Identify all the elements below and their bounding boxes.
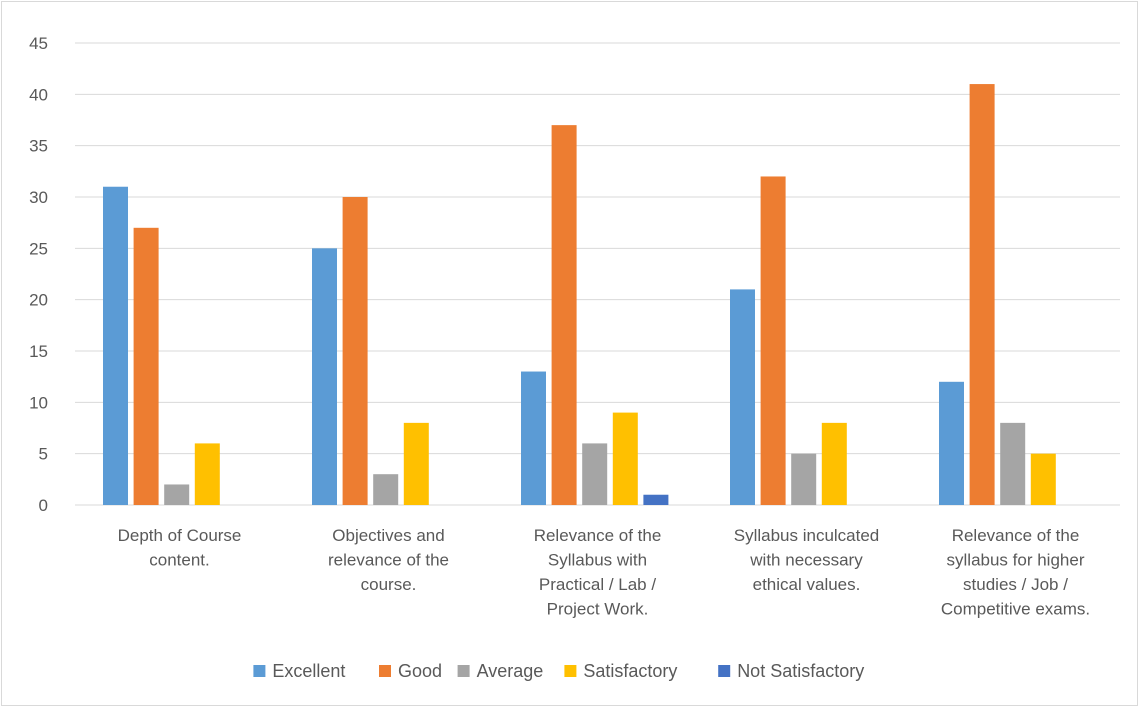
bar-good xyxy=(133,227,159,506)
bar-excellent xyxy=(730,289,755,505)
x-category-label: Syllabus inculcated with necessary ethical… xyxy=(734,526,880,594)
x-category-label: Objectives and relevance of the course. xyxy=(328,526,449,594)
legend-swatch xyxy=(253,665,266,677)
bar-excellent xyxy=(521,371,546,505)
legend-swatch xyxy=(564,665,577,677)
legend-swatch xyxy=(457,665,470,677)
bar-satisfactory xyxy=(612,412,638,505)
y-tick-label: 0 xyxy=(39,496,48,515)
bar-good xyxy=(551,125,577,505)
bar-excellent xyxy=(939,381,964,505)
legend-label: Good xyxy=(398,661,442,681)
bar-average xyxy=(164,484,190,505)
bar-satisfactory xyxy=(821,422,847,505)
y-tick-label: 35 xyxy=(29,137,48,156)
y-tick-label: 45 xyxy=(29,34,48,53)
bar-satisfactory xyxy=(1030,453,1056,505)
bar-good xyxy=(760,176,786,505)
bar-average xyxy=(373,474,399,505)
y-tick-label: 40 xyxy=(29,85,48,104)
legend-swatch xyxy=(718,665,731,677)
bar-average xyxy=(791,453,817,505)
bar-excellent xyxy=(103,186,128,505)
bar-satisfactory xyxy=(194,443,220,505)
legend-label: Excellent xyxy=(272,661,345,681)
x-category-label: Depth of Course content. xyxy=(118,526,242,570)
bar-good xyxy=(969,84,995,506)
legend-label: Average xyxy=(477,661,544,681)
bar-satisfactory xyxy=(403,422,429,505)
bar-excellent xyxy=(312,248,337,506)
x-category-label: Relevance of the Syllabus with Practical /… xyxy=(534,526,662,619)
y-tick-label: 10 xyxy=(29,393,48,412)
legend-label: Not Satisfactory xyxy=(737,661,864,681)
bar-good xyxy=(342,197,368,505)
legend-label: Satisfactory xyxy=(583,661,677,681)
legend-swatch xyxy=(379,665,391,677)
bar-average xyxy=(582,443,608,505)
y-tick-label: 30 xyxy=(29,188,48,207)
y-tick-label: 25 xyxy=(29,239,48,258)
y-tick-label: 5 xyxy=(39,445,48,464)
x-category-label: Relevance of the syllabus for higher studi… xyxy=(941,526,1090,619)
bar-average xyxy=(1000,422,1026,505)
y-tick-label: 20 xyxy=(29,291,48,310)
y-tick-label: 15 xyxy=(29,342,48,361)
bar-not-satisfactory xyxy=(643,494,669,505)
